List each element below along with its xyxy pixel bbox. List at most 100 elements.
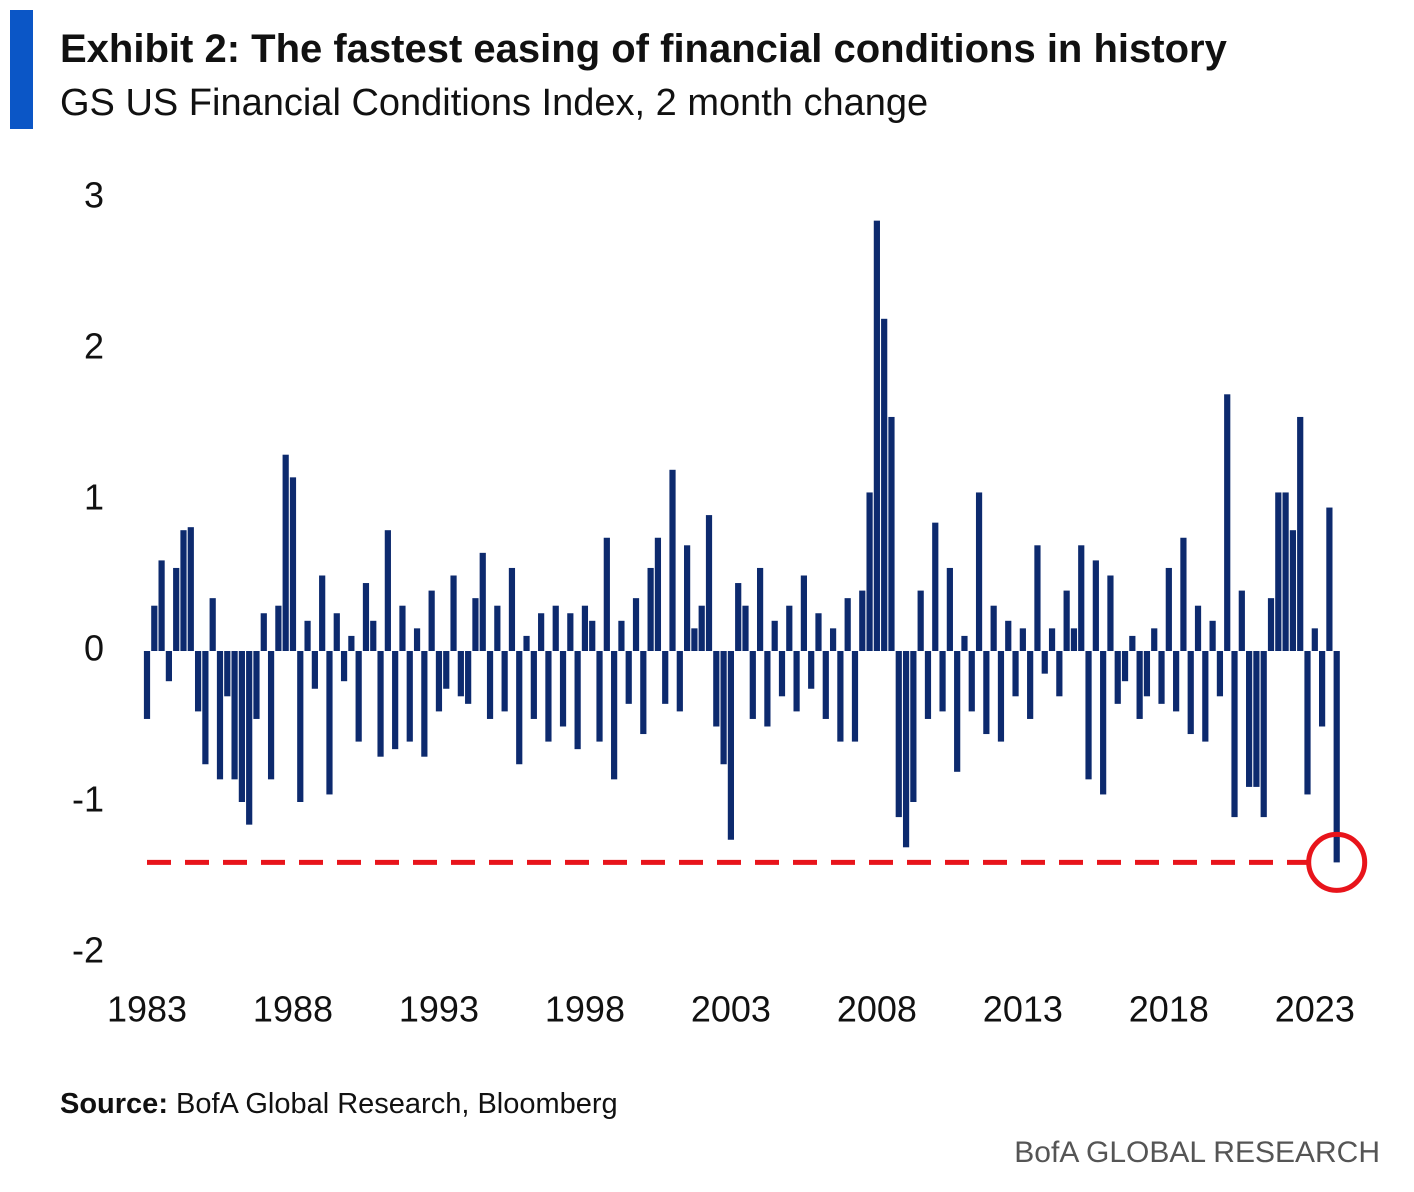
- bar: [355, 651, 362, 742]
- bar: [1253, 651, 1260, 787]
- y-tick-label: 2: [84, 326, 104, 367]
- bar: [888, 416, 895, 651]
- bar: [589, 620, 596, 651]
- y-tick-label: -2: [72, 930, 104, 971]
- bar: [771, 620, 778, 651]
- bar: [1092, 560, 1099, 651]
- bar: [1027, 651, 1034, 719]
- bar: [216, 651, 224, 780]
- source: BofA Global Research, Bloomberg: [176, 1088, 618, 1120]
- bar: [231, 651, 238, 780]
- bar: [479, 552, 486, 651]
- bar: [1304, 651, 1311, 795]
- bar: [691, 628, 698, 651]
- bar: [421, 651, 428, 757]
- bar: [501, 651, 508, 712]
- bar: [574, 651, 581, 750]
- bar: [902, 651, 910, 848]
- bar: [829, 628, 837, 651]
- bar: [173, 567, 180, 651]
- bar: [749, 651, 756, 719]
- bar: [253, 651, 260, 719]
- bar: [705, 515, 713, 651]
- bar: [143, 651, 151, 719]
- bar: [1019, 628, 1026, 651]
- x-tick-label: 1983: [107, 989, 187, 1030]
- bar: [756, 567, 764, 651]
- bar: [1114, 651, 1121, 704]
- bar: [209, 598, 216, 651]
- bar: [486, 651, 494, 719]
- bar: [246, 651, 253, 825]
- bar: [1165, 567, 1172, 651]
- bar: [727, 651, 735, 840]
- bar: [1333, 651, 1340, 863]
- bar: [632, 598, 640, 651]
- bar: [764, 651, 771, 727]
- bar: [997, 651, 1005, 742]
- bar: [165, 651, 172, 682]
- bar: [494, 605, 501, 651]
- bar: [194, 651, 202, 712]
- bar: [1238, 590, 1245, 651]
- bar: [465, 651, 472, 704]
- bar: [450, 575, 457, 651]
- bar: [151, 605, 158, 651]
- x-tick-label: 2003: [691, 989, 771, 1030]
- bar: [946, 567, 953, 651]
- bar: [552, 605, 559, 651]
- bar: [844, 598, 851, 651]
- bar: [851, 651, 859, 742]
- y-tick-label: -1: [72, 779, 104, 820]
- x-tick-label: 2008: [837, 989, 917, 1030]
- bar: [319, 575, 326, 651]
- x-tick-label: 1993: [399, 989, 479, 1030]
- bar: [873, 220, 880, 651]
- bar: [224, 651, 231, 697]
- bar: [1151, 628, 1158, 651]
- x-tick-label: 2013: [983, 989, 1063, 1030]
- bar: [983, 651, 990, 735]
- bar: [881, 318, 888, 651]
- bar: [735, 583, 742, 651]
- bar: [822, 651, 829, 719]
- bar: [516, 651, 523, 765]
- bar: [538, 613, 545, 651]
- bar: [1267, 598, 1275, 651]
- bar: [1282, 492, 1289, 651]
- bar: [508, 567, 516, 651]
- bar: [1326, 507, 1333, 651]
- bar: [1041, 651, 1048, 674]
- bar: [859, 590, 866, 651]
- bar: [596, 651, 603, 742]
- bar: [399, 605, 406, 651]
- bar: [866, 492, 873, 651]
- bar: [457, 651, 464, 697]
- bar: [698, 605, 705, 651]
- bar: [939, 651, 946, 712]
- bar: [837, 651, 844, 742]
- bar: [187, 527, 194, 651]
- bar: [647, 567, 654, 651]
- bar: [1100, 651, 1107, 795]
- bar: [742, 605, 749, 651]
- bar: [260, 613, 267, 651]
- bar: [1005, 620, 1012, 651]
- bar: [786, 605, 793, 651]
- bar: [567, 613, 574, 651]
- bar: [1289, 530, 1297, 651]
- bar: [180, 530, 187, 651]
- bar: [625, 651, 632, 704]
- bar: [1297, 416, 1304, 651]
- bar: [654, 537, 662, 651]
- bar: [603, 537, 610, 651]
- bar: [720, 651, 727, 765]
- bar: [800, 575, 807, 651]
- bar: [793, 651, 800, 712]
- bar: [362, 583, 370, 651]
- bar: [238, 651, 245, 802]
- bar: [924, 651, 932, 719]
- bar: [1260, 651, 1267, 818]
- bar: [282, 454, 289, 651]
